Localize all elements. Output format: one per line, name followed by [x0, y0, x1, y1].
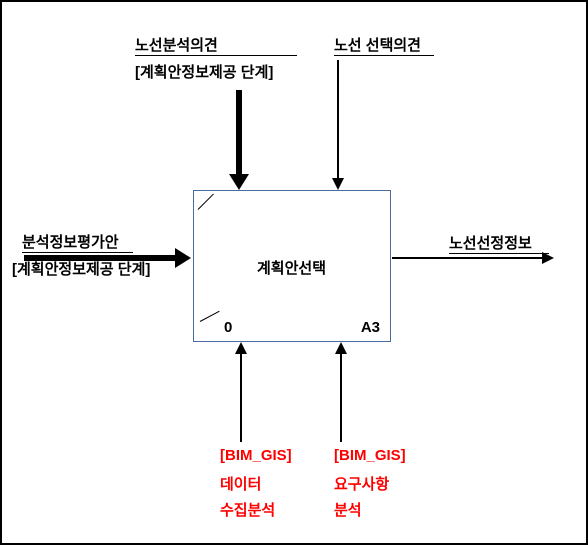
top-left-arrow-head — [229, 174, 249, 190]
left-arrow-shaft — [24, 255, 175, 261]
bottom-right-arrow-shaft — [340, 354, 342, 442]
left-underline — [22, 252, 133, 253]
bottom-right-label-2: 요구사항 — [334, 473, 389, 494]
right-arrow-shaft — [392, 257, 542, 259]
top-right-arrow-shaft — [337, 60, 339, 178]
top-right-arrow-head — [332, 178, 344, 190]
left-arrow-head — [175, 248, 191, 268]
box-tick-bl — [200, 311, 220, 322]
bottom-right-label-1: [BIM_GIS] — [334, 447, 406, 464]
bottom-right-label-3: 분석 — [334, 499, 362, 520]
top-right-label-1: 노선 선택의견 — [334, 34, 421, 55]
bottom-left-arrow-head — [235, 342, 247, 354]
left-label-1: 분석정보평가안 — [22, 231, 119, 252]
top-right-underline — [334, 55, 434, 56]
top-left-arrow-shaft — [236, 90, 242, 174]
right-arrow-head — [542, 252, 554, 264]
right-underline — [449, 253, 549, 254]
left-label-2: [계획안정보제공 단계] — [12, 258, 150, 279]
top-left-label-1: 노선분석의견 — [135, 34, 218, 55]
bottom-left-arrow-shaft — [240, 354, 242, 442]
bottom-left-label-3: 수집분석 — [220, 499, 275, 520]
top-left-label-2: [계획안정보제공 단계] — [135, 61, 273, 82]
box-title: 계획안선택 — [257, 257, 326, 278]
idef0-box: 계획안선택 0 A3 — [193, 190, 391, 342]
box-id-left: 0 — [224, 319, 232, 336]
bottom-right-arrow-head — [335, 342, 347, 354]
bottom-left-label-1: [BIM_GIS] — [220, 447, 292, 464]
diagram-canvas: 계획안선택 0 A3 노선분석의견 [계획안정보제공 단계] 노선 선택의견 분… — [0, 0, 588, 545]
box-tick-tl — [198, 194, 214, 210]
right-label-1: 노선선정정보 — [449, 232, 532, 253]
box-id-right: A3 — [361, 319, 380, 336]
top-left-underline — [135, 55, 297, 56]
bottom-left-label-2: 데이터 — [220, 473, 261, 494]
